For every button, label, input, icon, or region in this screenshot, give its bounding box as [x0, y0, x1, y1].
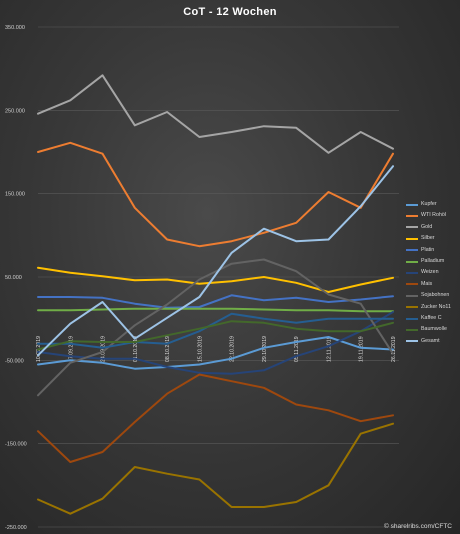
chart-title: CoT - 12 Wochen: [183, 6, 277, 18]
legend-label: Palladium: [421, 257, 445, 264]
x-tick-label: 12.11.2019: [326, 336, 332, 362]
y-tick-label: 150.000: [5, 192, 25, 198]
source-credit: © sharelribs.com/CFTC: [384, 523, 452, 530]
legend-label: Kaffee C: [421, 314, 442, 321]
legend-label: Zucker No11: [421, 303, 451, 310]
legend-label: Kupfer: [421, 201, 437, 207]
series-line-sojabohnen: [37, 258, 394, 397]
series-line-wti-roh-l: [37, 141, 394, 248]
series-layer: [37, 74, 394, 515]
legend-item: Sojabohnen: [406, 290, 460, 301]
legend-label: Weizen: [421, 269, 439, 276]
x-tick-label: 22.10.2019: [230, 336, 236, 362]
legend-item: Silber: [406, 233, 460, 244]
series-line-kupfer: [37, 336, 394, 370]
legend-swatch: [406, 294, 418, 297]
x-tick-label: 01.10.2019: [133, 336, 139, 362]
legend-swatch: [406, 214, 418, 217]
legend-label: Baumwolle: [421, 326, 447, 333]
series-line-weizen: [37, 311, 394, 375]
legend-item: Kupfer: [406, 199, 460, 210]
series-line-baumwolle: [37, 320, 394, 351]
y-tick-label: 250.000: [5, 108, 25, 114]
x-tick-label: 19.11.2019: [359, 336, 365, 362]
legend-item: Mais: [406, 279, 460, 290]
y-tick-label: 350.000: [5, 25, 25, 31]
grid-layer: [38, 26, 399, 528]
legend-label: Silber: [421, 235, 435, 242]
y-axis-ticks: 350.000 250.000 150.000 50.000 -50.000 -150.0…: [5, 25, 27, 531]
legend: Kupfer WTI Rohöl Gold Silber Platin Palladium…: [406, 199, 460, 347]
legend-item: Baumwolle: [406, 324, 460, 335]
x-tick-label: 17.09.2019: [68, 336, 74, 362]
legend-label: Mais: [421, 280, 433, 287]
legend-swatch: [406, 317, 418, 320]
x-tick-label: 15.10.2019: [197, 336, 203, 362]
series-line-palladium: [37, 307, 394, 313]
legend-swatch: [406, 306, 418, 309]
legend-item: Gold: [406, 222, 460, 233]
legend-swatch: [406, 203, 418, 206]
legend-label: Gesamt: [421, 337, 440, 344]
y-tick-label: -50.000: [5, 358, 24, 364]
legend-swatch: [406, 237, 418, 240]
series-line-gesamt: [37, 165, 394, 357]
legend-label: Gold: [421, 223, 433, 230]
legend-item: Platin: [406, 245, 460, 256]
x-tick-label: 24.09.2019: [101, 336, 107, 362]
legend-label: Platin: [421, 246, 435, 253]
y-tick-label: -150.000: [5, 442, 27, 448]
legend-label: Sojabohnen: [421, 292, 450, 299]
series-line-silber: [37, 266, 394, 293]
x-tick-label: 05.11.2019: [294, 336, 300, 362]
series-line-gold: [37, 74, 394, 154]
series-line-zucker-no11: [37, 422, 394, 515]
legend-item: Gesamt: [406, 336, 460, 347]
x-tick-label: 08.10.2019: [165, 336, 171, 362]
legend-item: WTI Rohöl: [406, 210, 460, 221]
series-line-kaffee-c: [37, 312, 394, 349]
legend-swatch: [406, 226, 418, 229]
y-tick-label: 50.000: [5, 275, 22, 281]
legend-swatch: [406, 249, 418, 252]
legend-swatch: [406, 328, 418, 331]
legend-swatch: [406, 260, 418, 263]
y-tick-label: -250.000: [5, 525, 27, 531]
legend-label: WTI Rohöl: [421, 212, 447, 219]
legend-swatch: [406, 340, 418, 343]
legend-item: Zucker No11: [406, 302, 460, 313]
x-tick-label: 26.11.2019: [391, 336, 397, 362]
series-line-mais: [37, 373, 394, 463]
legend-swatch: [406, 271, 418, 274]
series-line-platin: [37, 294, 394, 309]
legend-item: Kaffee C: [406, 313, 460, 324]
legend-item: Weizen: [406, 267, 460, 278]
x-tick-label: 29.10.2019: [262, 336, 268, 362]
legend-swatch: [406, 283, 418, 286]
legend-item: Palladium: [406, 256, 460, 267]
